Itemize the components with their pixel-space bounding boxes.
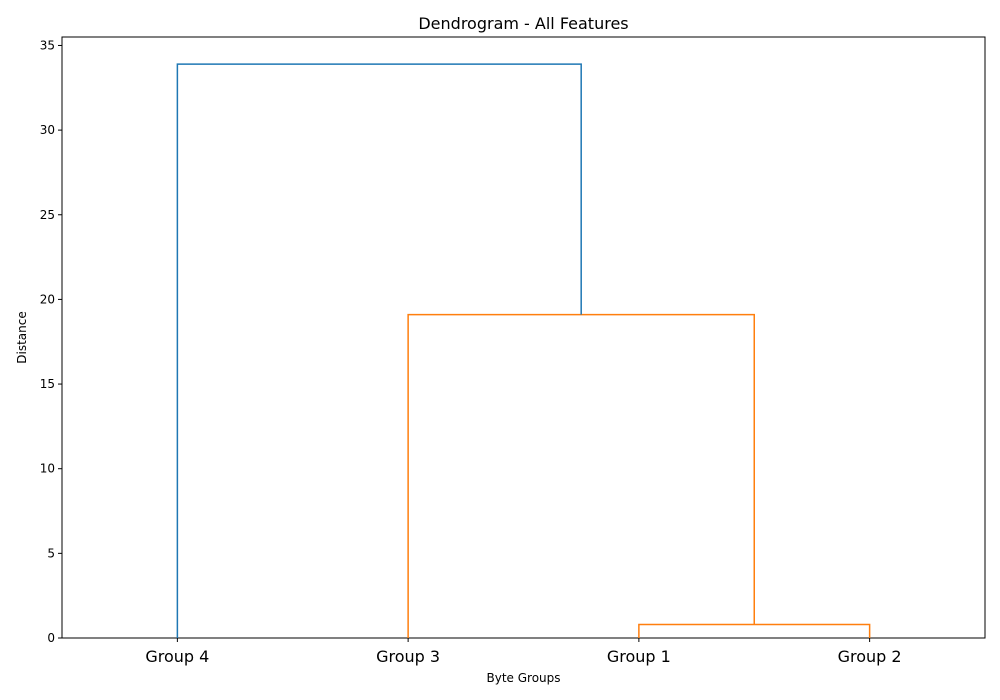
plot-frame: [61, 36, 986, 639]
y-tick-label: 0: [47, 631, 55, 645]
y-tick-label: 15: [40, 377, 55, 391]
x-axis-label: Byte Groups: [486, 671, 560, 685]
plot-area-border: [61, 36, 986, 639]
dendrogram-link: [407, 313, 755, 638]
chart-title: Dendrogram - All Features: [418, 14, 628, 33]
leaf-label: Group 1: [607, 647, 671, 666]
y-axis-ticks: 0 5 10 15 20 25 30 35: [40, 38, 62, 645]
y-tick-label: 10: [40, 462, 55, 476]
y-tick-label: 5: [47, 546, 55, 560]
dendrogram-links: [176, 63, 871, 638]
y-axis-label: Distance: [15, 311, 29, 363]
dendrogram-link: [176, 63, 582, 638]
y-tick-label: 30: [40, 123, 55, 137]
y-tick-label: 25: [40, 208, 55, 222]
leaf-label: Group 3: [376, 647, 440, 666]
y-tick-label: 35: [40, 38, 55, 52]
y-tick-label: 20: [40, 292, 55, 306]
leaf-label: Group 2: [838, 647, 902, 666]
dendrogram-link: [638, 623, 871, 638]
x-axis-leaf-labels: Group 4 Group 3 Group 1 Group 2: [145, 638, 902, 666]
leaf-label: Group 4: [145, 647, 209, 666]
